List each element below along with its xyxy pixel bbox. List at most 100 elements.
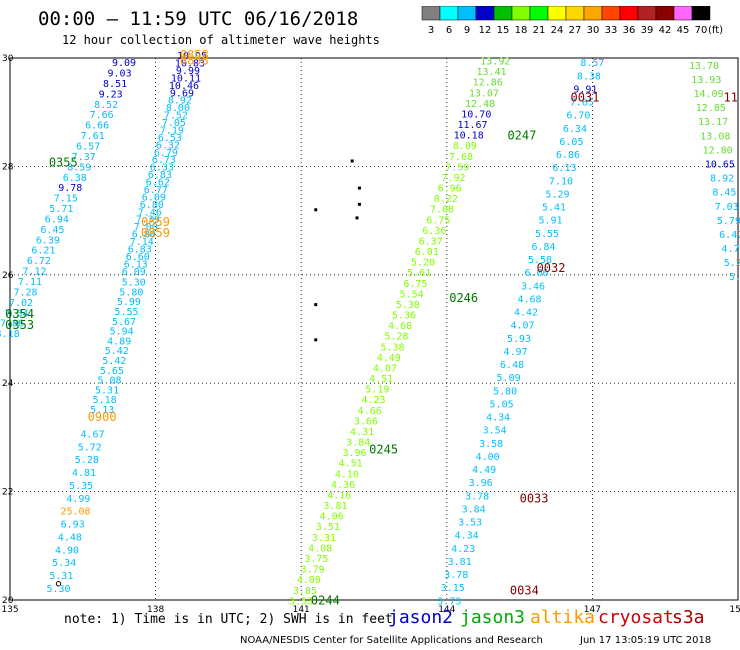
wave-height-value: 5.80 (119, 287, 143, 298)
wave-height-value: 5.1 (729, 272, 740, 283)
wave-height-value: 8.18 (0, 329, 20, 340)
wave-height-value: 3.81 (448, 557, 472, 568)
wave-height-value: 7.05 (162, 118, 186, 129)
pass-time-label: 0859 (141, 226, 170, 240)
wave-height-value: 3.51 (316, 522, 340, 533)
wave-height-value: 4.36 (331, 480, 355, 491)
colorbar-label: 6 (446, 25, 452, 36)
wave-height-value: 5.28 (384, 332, 408, 343)
map-note: note: 1) Time is in UTC; 2) SWH is in fe… (64, 612, 393, 627)
island-marker (314, 338, 318, 342)
footer-date: Jun 17 13:05:19 UTC 2018 (580, 635, 712, 646)
pass-time-label: 0246 (449, 291, 478, 305)
wave-height-value: 4.97 (504, 347, 528, 358)
wave-height-value: 4.51 (369, 374, 393, 385)
lat-tick-label: 28 (2, 162, 14, 172)
wave-height-value: 4.89 (107, 336, 131, 347)
island-marker (350, 159, 354, 163)
wave-height-value: 5.36 (392, 311, 416, 322)
wave-height-value: 3.96 (342, 448, 366, 459)
wave-height-value: 6.60 (126, 252, 150, 263)
pass-time-label: 0858 (180, 54, 209, 68)
wave-height-value: 13.93 (691, 75, 721, 86)
wave-height-value: 3.58 (479, 439, 503, 450)
lon-tick-label: 141 (293, 605, 310, 615)
wave-height-value: 3.31 (312, 533, 336, 544)
wave-height-value: 5.58 (528, 255, 552, 266)
wave-height-value: 7.39 (136, 215, 160, 226)
colorbar-label: 3 (428, 25, 434, 36)
wave-height-value: 5.67 (112, 317, 136, 328)
wave-height-value: 4.48 (58, 532, 82, 543)
wave-height-value: 8.38 (577, 71, 601, 82)
wave-height-value: 6.80 (140, 200, 164, 211)
wave-height-value: 5.30 (396, 300, 420, 311)
wave-height-value: 4.10 (335, 469, 359, 480)
wave-height-value: 5.91 (538, 216, 562, 227)
wave-height-value: 7.19 (160, 125, 184, 136)
lat-tick-label: 30 (2, 54, 14, 64)
wave-height-value: 7.10 (549, 176, 573, 187)
wave-height-value: 8.57 (580, 58, 604, 69)
wave-height-value: 4.42 (514, 308, 538, 319)
wave-height-value: 10.83 (175, 59, 205, 70)
wave-height-value: 7.61 (81, 131, 105, 142)
wave-height-value: 5.55 (114, 307, 138, 318)
wave-height-value: 6.36 (422, 226, 446, 237)
wave-height-value: 10.46 (169, 81, 199, 92)
wave-height-value: 4.34 (455, 531, 479, 542)
wave-height-value: 6.72 (27, 256, 51, 267)
wave-height-value: 13.17 (698, 117, 728, 128)
wave-height-value: 7.68 (449, 152, 473, 163)
wave-height-value: 3.84 (462, 504, 486, 515)
lon-tick-label: 138 (147, 605, 164, 615)
wave-height-value: 3.73 (437, 596, 461, 607)
colorbar-label: 21 (533, 25, 546, 36)
wave-height-value: 6.33 (150, 163, 174, 174)
pass-time-label: 0355 (49, 155, 78, 169)
wave-height-value: 6.37 (419, 236, 443, 247)
wave-height-value: 4.99 (66, 494, 90, 505)
wave-height-value: 6.62 (146, 178, 170, 189)
wave-height-value: 5.29 (724, 258, 740, 269)
satellite-legend-jason2: jason2 (388, 607, 454, 628)
wave-height-value: 6.38 (63, 173, 87, 184)
wave-height-value: 7.92 (441, 173, 465, 184)
lon-tick-label: 147 (584, 605, 601, 615)
wave-height-value: 5.31 (95, 385, 119, 396)
wave-height-value: 8.92 (168, 96, 192, 107)
wave-height-value: 5.99 (117, 297, 141, 308)
colorbar-label: 36 (623, 25, 636, 36)
pass-time-label: 0247 (507, 128, 536, 142)
wave-height-value: 8.00 (166, 103, 190, 114)
wave-height-value: 3.53 (289, 596, 313, 607)
wave-height-value: 13.41 (476, 67, 506, 78)
wave-height-value: 5.18 (93, 395, 117, 406)
wave-height-value: 9.69 (170, 88, 194, 99)
satellite-legend-jason3: jason3 (460, 607, 526, 628)
wave-height-value: 6.86 (556, 150, 580, 161)
wave-height-value: 6.48 (500, 360, 524, 371)
wave-height-value: 8.22 (434, 194, 458, 205)
wave-height-value: 5.54 (400, 289, 424, 300)
pass-time-label: 0353 (5, 318, 34, 332)
wave-height-value: 4.68 (388, 321, 412, 332)
wave-height-value: 6.84 (531, 242, 555, 253)
wave-height-value: 4.90 (55, 545, 79, 556)
color-scale-legend: 3 6 9 12 15 18 21 24 27 30 33 36 39 42 45 70 (ft) (421, 6, 723, 36)
wave-height-value: 4.34 (486, 413, 510, 424)
pass-time-label: 0245 (369, 443, 398, 457)
lat-tick-label: 22 (2, 488, 13, 498)
satellite-legend-altika: altika (530, 607, 596, 628)
wave-height-value: 6.06 (524, 268, 548, 279)
wave-height-value: 12.85 (696, 103, 726, 114)
wave-height-value: 6.75 (403, 279, 427, 290)
wave-height-value: 7.37 (72, 152, 96, 163)
wave-height-value: 9.78 (58, 183, 82, 194)
wave-height-value: 9.91 (573, 84, 597, 95)
wave-height-value: 25.08 (60, 507, 90, 518)
wave-height-value: 9.09 (112, 58, 136, 69)
wave-height-value: 7.65 (570, 98, 594, 109)
wave-height-value: 4.49 (377, 353, 401, 364)
wave-height-value: 12.86 (473, 78, 503, 89)
